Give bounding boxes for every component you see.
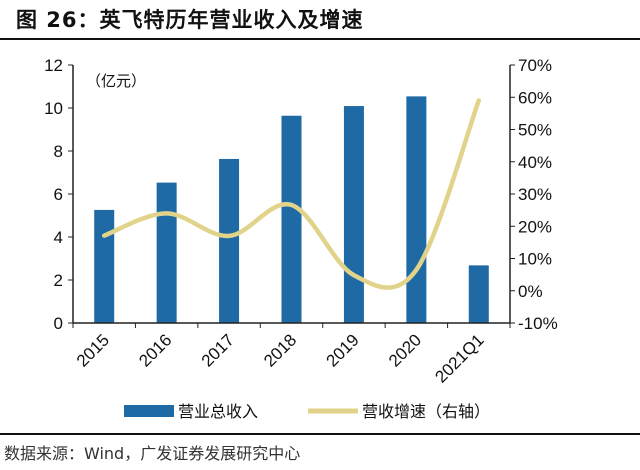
top-rule (0, 38, 640, 40)
right-tick-label: 10% (518, 250, 552, 269)
right-tick-label: 40% (518, 153, 552, 172)
bottom-rule (0, 433, 640, 435)
bar-2016 (156, 182, 177, 323)
right-tick-label: 60% (518, 88, 552, 107)
left-tick-label: 4 (54, 228, 63, 247)
legend-label-line: 营收增速（右轴） (362, 403, 490, 421)
right-tick-label: -10% (518, 314, 558, 333)
x-tick-label: 2021Q1 (431, 330, 487, 386)
left-tick-label: 10 (44, 99, 63, 118)
growth-line (101, 98, 482, 290)
legend: 营业总收入 营收增速（右轴） (124, 403, 490, 421)
figure-title: 图 26：英飞特历年营业收入及增速 (16, 8, 364, 32)
x-tick-label: 2019 (323, 330, 363, 370)
source-note: 数据来源：Wind，广发证券发展研究中心 (4, 444, 301, 463)
x-tick-label: 2018 (260, 330, 300, 370)
bar-2021Q1 (468, 265, 489, 323)
left-tick-label: 0 (54, 314, 63, 333)
bar-2018 (281, 115, 302, 324)
legend-label-bar: 营业总收入 (178, 403, 258, 421)
left-tick-label: 6 (54, 185, 63, 204)
bar-2017 (219, 158, 240, 323)
left-tick-label: 12 (44, 56, 63, 75)
left-tick-label: 2 (54, 271, 63, 290)
bar-2019 (343, 106, 364, 323)
right-tick-label: 30% (518, 185, 552, 204)
bar-2015 (94, 209, 115, 323)
x-tick-label: 2017 (198, 330, 238, 370)
right-tick-label: 20% (518, 217, 552, 236)
bar-2020 (406, 96, 427, 323)
left-tick-label: 8 (54, 142, 63, 161)
legend-swatch-bar (124, 405, 174, 417)
x-tick-label: 2016 (135, 330, 175, 370)
unit-label: （亿元） (86, 73, 146, 90)
x-tick-label: 2015 (73, 330, 113, 370)
right-tick-label: 0% (518, 282, 543, 301)
x-tick-label: 2020 (385, 330, 425, 370)
right-tick-label: 50% (518, 121, 552, 140)
right-tick-label: 70% (518, 56, 552, 75)
